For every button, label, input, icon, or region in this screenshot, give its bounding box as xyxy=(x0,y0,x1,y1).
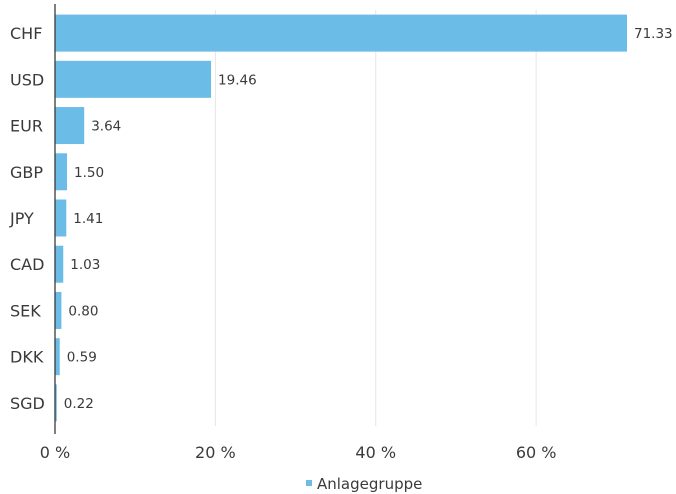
grid-lines xyxy=(214,10,537,426)
bar-gbp xyxy=(55,153,68,191)
category-label-eur: EUR xyxy=(10,117,43,136)
legend: Anlagegruppe xyxy=(306,475,422,493)
value-label-usd: 19.46 xyxy=(218,72,257,88)
category-labels: CHF USD EUR GBP JPY CAD SEK DKK SGD xyxy=(9,24,45,413)
x-tick-label: 0 % xyxy=(40,443,70,462)
value-label-sek: 0.80 xyxy=(68,303,98,319)
value-labels: 71.33 19.46 3.64 1.50 1.41 1.03 0.80 0.59 0.22 xyxy=(64,26,673,412)
x-tick-label: 40 % xyxy=(355,443,396,462)
value-label-dkk: 0.59 xyxy=(67,350,97,366)
bar-chf xyxy=(55,14,627,52)
legend-label-anlagegruppe: Anlagegruppe xyxy=(317,475,422,493)
value-label-eur: 3.64 xyxy=(91,119,121,135)
value-label-chf: 71.33 xyxy=(634,26,673,42)
bars xyxy=(55,14,627,422)
bar-dkk xyxy=(55,338,60,376)
category-label-chf: CHF xyxy=(10,24,42,43)
category-label-cad: CAD xyxy=(10,255,44,274)
bar-usd xyxy=(55,60,212,98)
value-label-sgd: 0.22 xyxy=(64,396,94,412)
value-label-gbp: 1.50 xyxy=(74,165,104,181)
category-label-dkk: DKK xyxy=(10,348,44,367)
bar-sek xyxy=(55,291,62,329)
value-label-jpy: 1.41 xyxy=(73,211,103,227)
x-tick-label: 60 % xyxy=(516,443,557,462)
bar-eur xyxy=(55,107,85,145)
value-label-cad: 1.03 xyxy=(70,257,100,273)
category-label-sgd: SGD xyxy=(10,394,45,413)
x-axis-ticks: 0 % 20 % 40 % 60 % xyxy=(40,443,557,462)
bar-jpy xyxy=(55,199,67,237)
bar-cad xyxy=(55,245,64,283)
bar-sgd xyxy=(55,384,57,422)
category-label-jpy: JPY xyxy=(9,209,34,228)
category-label-usd: USD xyxy=(10,70,44,89)
category-label-gbp: GBP xyxy=(10,163,43,182)
category-label-sek: SEK xyxy=(10,301,41,320)
x-tick-label: 20 % xyxy=(195,443,236,462)
legend-swatch-anlagegruppe xyxy=(306,480,312,486)
